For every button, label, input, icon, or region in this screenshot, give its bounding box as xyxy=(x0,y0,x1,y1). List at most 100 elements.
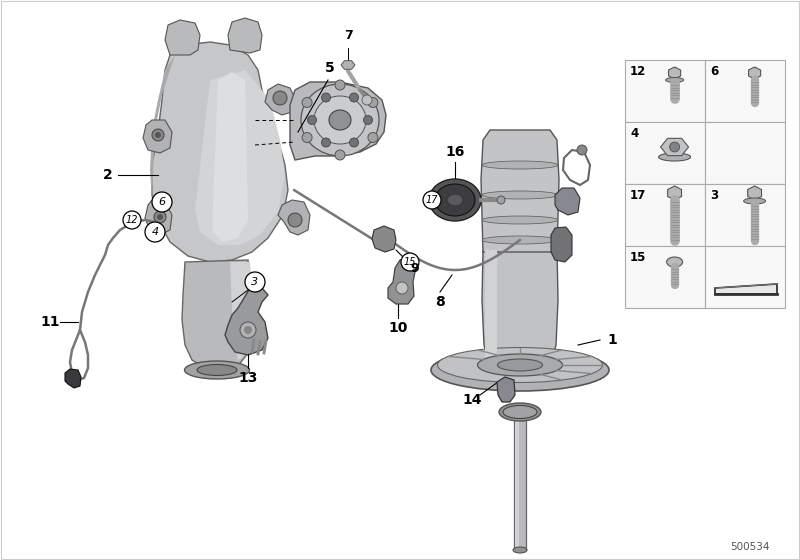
Text: 4: 4 xyxy=(630,127,638,140)
Text: 9: 9 xyxy=(410,262,419,274)
Text: 500534: 500534 xyxy=(730,542,770,552)
Bar xyxy=(705,122,785,184)
Text: 6: 6 xyxy=(710,65,718,78)
Ellipse shape xyxy=(482,216,558,224)
Ellipse shape xyxy=(478,354,562,376)
Text: 12: 12 xyxy=(630,65,646,78)
Circle shape xyxy=(244,326,252,334)
Circle shape xyxy=(368,97,378,108)
Text: 7: 7 xyxy=(344,29,352,41)
Polygon shape xyxy=(497,377,515,402)
Ellipse shape xyxy=(666,257,682,267)
Polygon shape xyxy=(228,18,262,53)
Ellipse shape xyxy=(438,348,602,382)
Text: 4: 4 xyxy=(151,227,158,237)
Polygon shape xyxy=(668,186,682,200)
Text: 15: 15 xyxy=(630,251,646,264)
Circle shape xyxy=(273,91,287,105)
Circle shape xyxy=(155,132,161,138)
Bar xyxy=(705,246,785,308)
Ellipse shape xyxy=(435,184,475,216)
Text: 14: 14 xyxy=(462,393,482,407)
Ellipse shape xyxy=(197,365,237,376)
Ellipse shape xyxy=(482,236,558,244)
Text: 3: 3 xyxy=(251,277,258,287)
Ellipse shape xyxy=(329,110,351,130)
Polygon shape xyxy=(143,120,172,153)
Polygon shape xyxy=(749,67,761,79)
Polygon shape xyxy=(555,188,580,215)
Text: 5: 5 xyxy=(325,61,335,75)
Circle shape xyxy=(302,133,312,142)
Ellipse shape xyxy=(499,403,541,421)
Circle shape xyxy=(145,222,165,242)
Polygon shape xyxy=(388,258,415,304)
Text: 17: 17 xyxy=(426,195,438,205)
Circle shape xyxy=(335,80,345,90)
Ellipse shape xyxy=(431,349,609,391)
Circle shape xyxy=(363,115,373,124)
Circle shape xyxy=(307,115,317,124)
Text: 12: 12 xyxy=(126,215,138,225)
Polygon shape xyxy=(290,82,386,160)
Circle shape xyxy=(322,93,330,102)
Ellipse shape xyxy=(744,198,766,204)
Polygon shape xyxy=(551,227,572,262)
Text: 2: 2 xyxy=(103,168,113,182)
Ellipse shape xyxy=(314,96,366,144)
Ellipse shape xyxy=(447,194,463,206)
Circle shape xyxy=(245,272,265,292)
Text: 16: 16 xyxy=(446,145,465,159)
Polygon shape xyxy=(661,138,689,156)
Bar xyxy=(625,184,705,246)
Ellipse shape xyxy=(498,359,542,371)
Polygon shape xyxy=(165,20,200,55)
Circle shape xyxy=(123,211,141,229)
Text: 15: 15 xyxy=(404,257,416,267)
Polygon shape xyxy=(669,67,681,79)
Ellipse shape xyxy=(503,405,537,418)
Text: 10: 10 xyxy=(388,321,408,335)
Circle shape xyxy=(302,97,312,108)
Polygon shape xyxy=(225,288,268,355)
Polygon shape xyxy=(372,226,396,252)
Circle shape xyxy=(335,150,345,160)
Text: 1: 1 xyxy=(607,333,617,347)
Circle shape xyxy=(396,282,408,294)
Circle shape xyxy=(670,142,680,152)
Polygon shape xyxy=(212,72,248,242)
Text: 3: 3 xyxy=(710,189,718,202)
Polygon shape xyxy=(748,186,762,200)
Text: 11: 11 xyxy=(40,315,60,329)
Polygon shape xyxy=(65,369,81,388)
Bar xyxy=(625,246,705,308)
Polygon shape xyxy=(230,262,252,360)
Circle shape xyxy=(362,95,372,105)
Polygon shape xyxy=(195,70,285,245)
Polygon shape xyxy=(182,260,252,370)
Circle shape xyxy=(350,138,358,147)
Bar xyxy=(705,184,785,246)
Polygon shape xyxy=(152,42,288,262)
Circle shape xyxy=(152,192,172,212)
Circle shape xyxy=(288,213,302,227)
Bar xyxy=(485,250,497,365)
Text: 13: 13 xyxy=(238,371,258,385)
Circle shape xyxy=(401,253,419,271)
Polygon shape xyxy=(265,84,296,115)
Ellipse shape xyxy=(482,191,558,199)
Circle shape xyxy=(322,138,330,147)
Circle shape xyxy=(157,214,163,220)
Polygon shape xyxy=(278,200,310,235)
Text: 6: 6 xyxy=(158,197,166,207)
Text: 8: 8 xyxy=(435,295,445,309)
Text: 17: 17 xyxy=(630,189,646,202)
Ellipse shape xyxy=(658,153,690,161)
Circle shape xyxy=(577,145,587,155)
Ellipse shape xyxy=(301,84,379,156)
Circle shape xyxy=(368,133,378,142)
Circle shape xyxy=(240,322,256,338)
Bar xyxy=(514,410,526,550)
Ellipse shape xyxy=(666,77,683,82)
Bar xyxy=(515,410,519,550)
